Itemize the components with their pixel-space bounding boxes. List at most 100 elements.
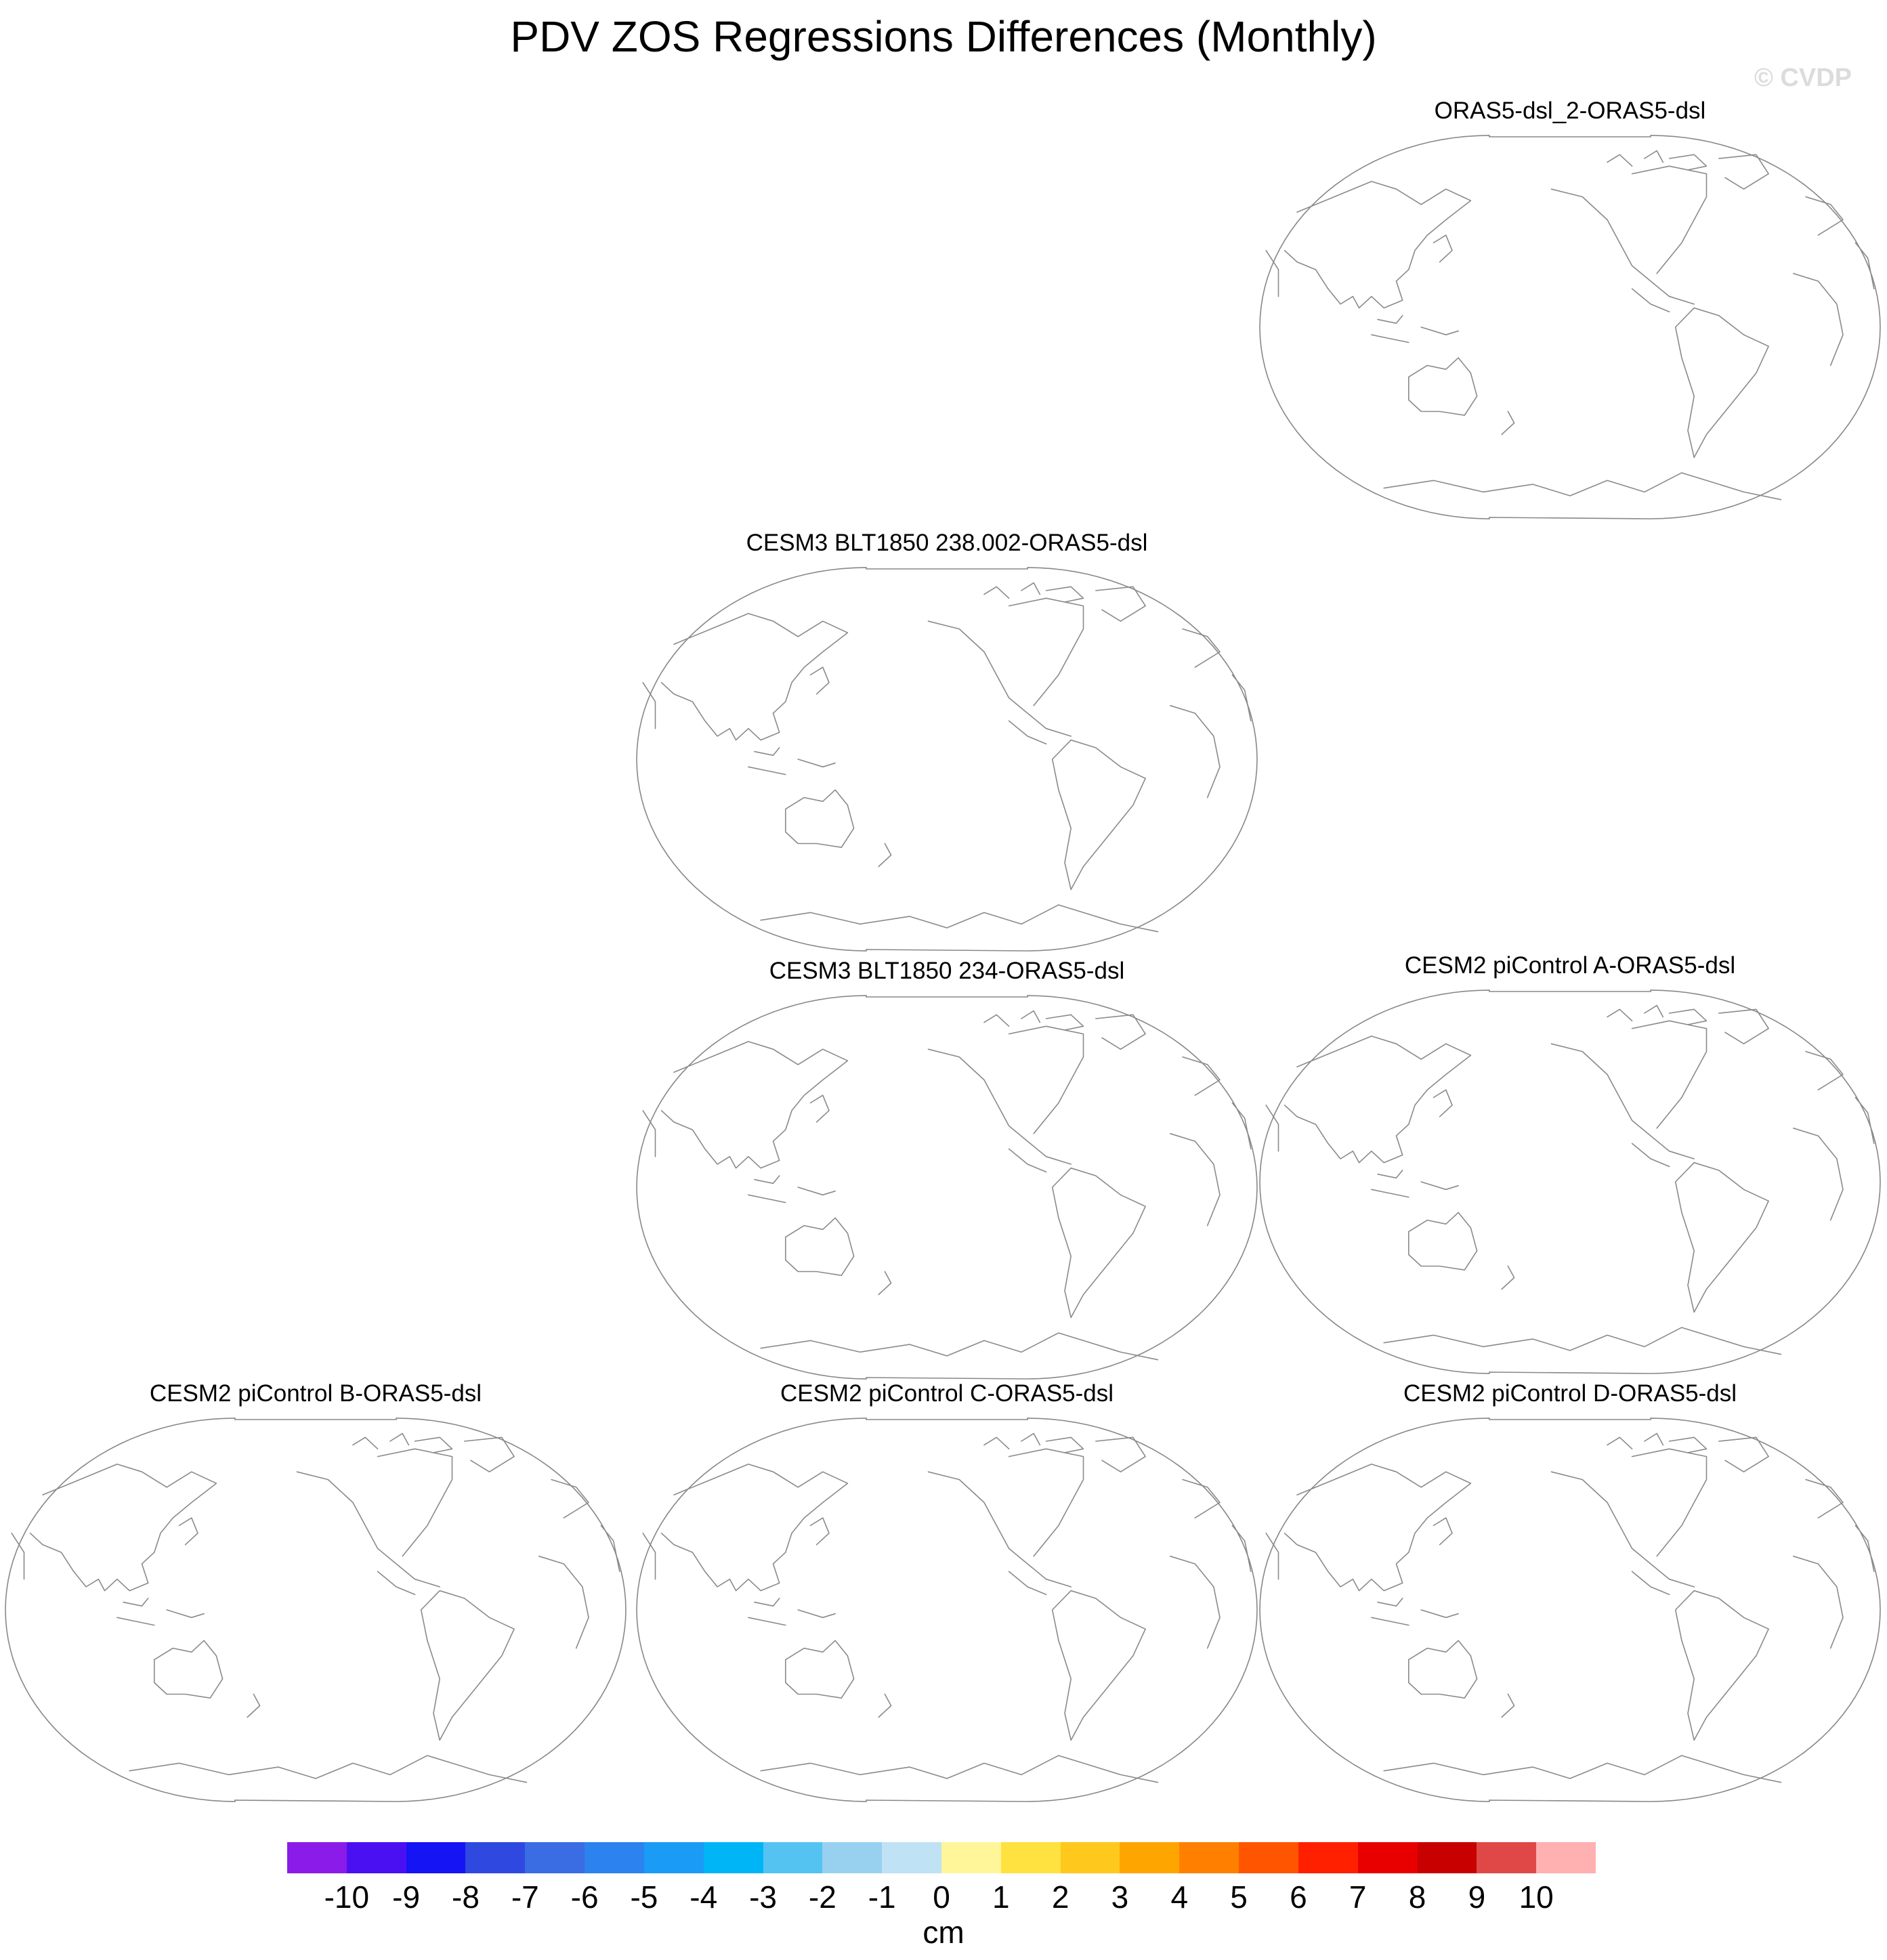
coastline bbox=[1718, 1436, 1769, 1472]
colorbar-box bbox=[763, 1842, 823, 1873]
map-panel-6: CESM2 piControl C-ORAS5-dsl bbox=[635, 1379, 1258, 1812]
colorbar bbox=[287, 1842, 1596, 1873]
world-map bbox=[636, 567, 1258, 952]
coastline bbox=[1644, 1432, 1664, 1446]
coastline bbox=[1718, 1008, 1769, 1044]
coastline bbox=[760, 1755, 1159, 1783]
coastline bbox=[1668, 154, 1708, 171]
colorbar-box bbox=[525, 1842, 585, 1873]
colorbar-tick-label: 8 bbox=[1408, 1879, 1426, 1915]
coastline bbox=[1674, 1162, 1769, 1313]
coastline bbox=[1045, 1014, 1084, 1031]
panel-title: ORAS5-dsl_2-ORAS5-dsl bbox=[1434, 98, 1706, 124]
colorbar-tick-label: 5 bbox=[1230, 1879, 1248, 1915]
colorbar-tick-label: -9 bbox=[392, 1879, 421, 1915]
colorbar-tick-label: -6 bbox=[570, 1879, 599, 1915]
coastline bbox=[797, 1187, 836, 1196]
coastline bbox=[1170, 1133, 1221, 1227]
coastline bbox=[754, 747, 780, 757]
colorbar-box bbox=[1536, 1842, 1596, 1873]
coastline bbox=[983, 1436, 1010, 1450]
coastline bbox=[1501, 1693, 1515, 1718]
panel-title: CESM2 piControl C-ORAS5-dsl bbox=[780, 1380, 1114, 1407]
coastline bbox=[1805, 196, 1844, 236]
world-map bbox=[1259, 1418, 1881, 1802]
colorbar-box bbox=[1417, 1842, 1477, 1873]
cvdp-watermark: © CVDP bbox=[1754, 64, 1852, 92]
coastline bbox=[1008, 1571, 1047, 1596]
coastline bbox=[1793, 273, 1844, 366]
coastline bbox=[983, 586, 1010, 599]
map-panel-4: CESM2 piControl A-ORAS5-dsl bbox=[1258, 951, 1882, 1384]
coastline bbox=[1284, 181, 1472, 309]
colorbar-tick-label: 3 bbox=[1111, 1879, 1129, 1915]
coastline bbox=[927, 1471, 1072, 1588]
colorbar-tick-label: 4 bbox=[1170, 1879, 1189, 1915]
coastline bbox=[1284, 1464, 1472, 1592]
panel-title: CESM2 piControl D-ORAS5-dsl bbox=[1403, 1380, 1737, 1407]
coastline bbox=[1182, 1478, 1221, 1518]
coastline bbox=[123, 1598, 149, 1607]
coastline bbox=[1008, 1025, 1084, 1134]
colorbar-box bbox=[1477, 1842, 1537, 1873]
coastline bbox=[1420, 1609, 1459, 1619]
coastline bbox=[1805, 1050, 1844, 1090]
colorbar-box bbox=[1000, 1842, 1061, 1873]
coastline bbox=[1182, 1056, 1221, 1096]
coastline bbox=[1051, 1167, 1146, 1319]
coastline bbox=[1170, 1556, 1221, 1649]
colorbar-tick-label: 9 bbox=[1468, 1879, 1486, 1915]
coastline bbox=[1051, 1590, 1146, 1741]
map-panel-1: ORAS5-dsl_2-ORAS5-dsl bbox=[1258, 96, 1882, 530]
colorbar-tick-label: -2 bbox=[808, 1879, 836, 1915]
coastline bbox=[1631, 1020, 1708, 1129]
coastline bbox=[352, 1436, 379, 1450]
coastline bbox=[1008, 597, 1084, 706]
coastline bbox=[1231, 1102, 1252, 1150]
colorbar-box bbox=[1120, 1842, 1180, 1873]
coastline bbox=[642, 1110, 656, 1157]
coastline bbox=[1631, 1571, 1670, 1596]
world-map bbox=[1259, 135, 1881, 519]
coastline bbox=[1008, 1448, 1084, 1557]
coastline bbox=[1674, 1590, 1769, 1741]
coastline bbox=[1550, 188, 1695, 305]
coastline bbox=[660, 1041, 849, 1169]
map-boundary bbox=[5, 1418, 627, 1802]
coastline bbox=[420, 1590, 515, 1741]
coastline bbox=[1607, 1008, 1633, 1022]
coastline bbox=[1854, 1096, 1875, 1145]
colorbar-box bbox=[882, 1842, 942, 1873]
coastline bbox=[1095, 1436, 1146, 1472]
coastline bbox=[1550, 1471, 1695, 1588]
coastline bbox=[642, 1533, 656, 1580]
colorbar-box bbox=[585, 1842, 645, 1873]
coastline bbox=[754, 1175, 780, 1185]
coastline bbox=[1284, 1036, 1472, 1164]
coastline bbox=[414, 1436, 453, 1453]
coastline bbox=[600, 1525, 620, 1573]
coastline bbox=[785, 1640, 855, 1699]
coastline bbox=[129, 1755, 528, 1783]
coastline bbox=[1854, 242, 1875, 290]
coastline bbox=[1021, 582, 1041, 595]
world-map bbox=[636, 995, 1258, 1380]
world-map bbox=[1259, 989, 1881, 1374]
colorbar-tick-label: 0 bbox=[933, 1879, 950, 1915]
coastline bbox=[296, 1471, 440, 1588]
colorbar-tick-label: -4 bbox=[690, 1879, 718, 1915]
colorbar-box bbox=[406, 1842, 466, 1873]
coastline bbox=[1371, 1617, 1409, 1626]
coastline bbox=[809, 1517, 830, 1546]
coastline bbox=[1501, 1265, 1515, 1290]
map-panel-5: CESM2 piControl B-ORAS5-dsl bbox=[4, 1379, 627, 1812]
coastline bbox=[927, 620, 1072, 737]
colorbar-box bbox=[1179, 1842, 1239, 1873]
colorbar-box bbox=[941, 1842, 1002, 1873]
coastline bbox=[748, 766, 786, 775]
main-title: PDV ZOS Regressions Differences (Monthly… bbox=[510, 12, 1377, 61]
world-map bbox=[5, 1418, 627, 1802]
map-boundary bbox=[1259, 135, 1881, 519]
coastline bbox=[1377, 315, 1403, 324]
coastline bbox=[1668, 1436, 1708, 1453]
